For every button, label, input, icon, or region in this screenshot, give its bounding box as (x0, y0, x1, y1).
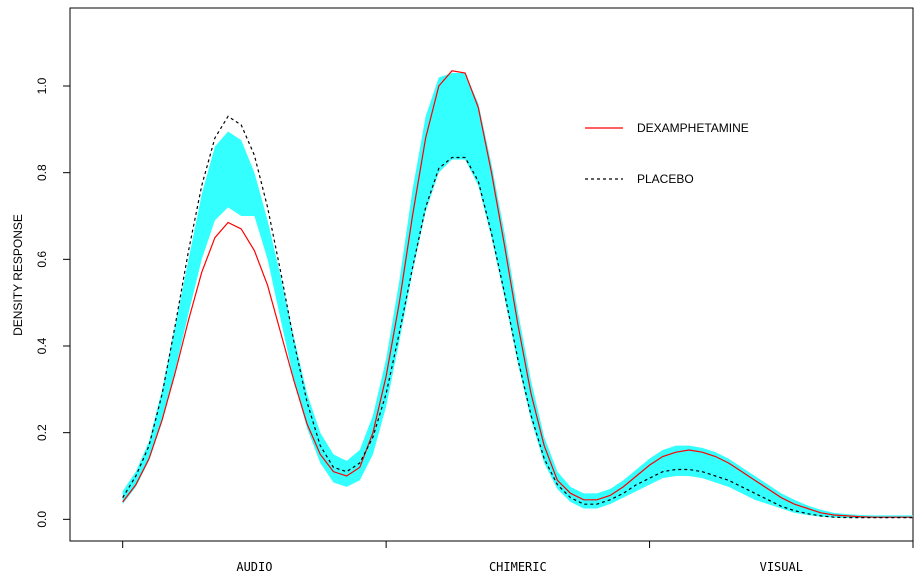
y-tick-label: 0.0 (35, 511, 49, 528)
x-category-label: VISUAL (760, 560, 803, 574)
plot-frame (69, 7, 914, 542)
x-category-label: CHIMERIC (489, 560, 547, 574)
x-axis: AUDIO CHIMERIC VISUAL (122, 541, 914, 574)
x-category-label: AUDIO (236, 560, 272, 574)
y-tick-label: 0.6 (35, 251, 49, 268)
y-tick-label: 1.0 (35, 77, 49, 94)
confidence-band (122, 73, 913, 519)
legend-dexamphetamine-label: DEXAMPHETAMINE (637, 121, 749, 135)
y-axis: 0.0 0.2 0.4 0.6 0.8 1.0 (35, 77, 70, 528)
legend-placebo-label: PLACEBO (637, 172, 694, 186)
dexamphetamine-line (122, 70, 913, 518)
y-tick-label: 0.8 (35, 164, 49, 181)
y-tick-label: 0.2 (35, 424, 49, 441)
y-tick-label: 0.4 (35, 337, 49, 354)
y-axis-title: DENSITY RESPONSE (11, 214, 25, 336)
placebo-line (122, 115, 913, 519)
legend: DEXAMPHETAMINE PLACEBO (585, 121, 749, 186)
